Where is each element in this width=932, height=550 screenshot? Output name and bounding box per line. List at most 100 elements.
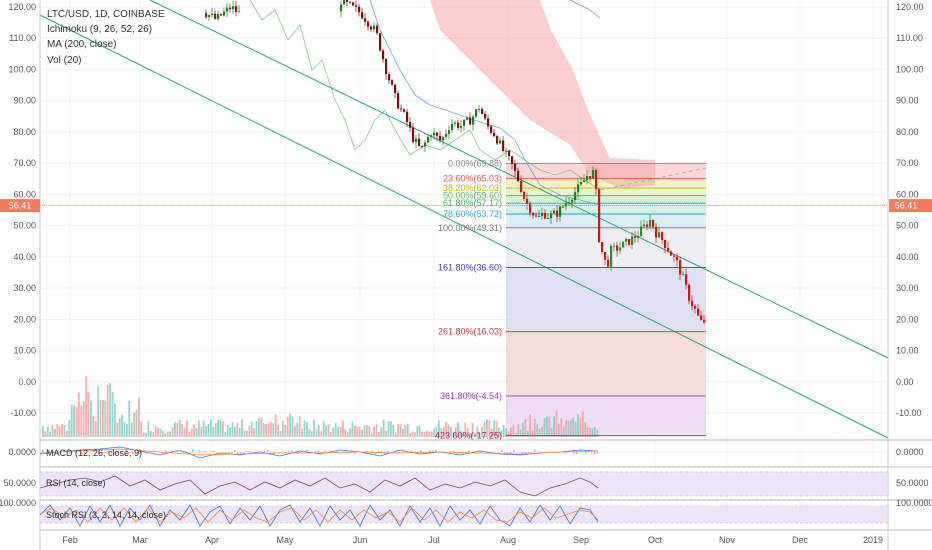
macd-hist-bar xyxy=(573,452,575,455)
volume-bar xyxy=(327,424,330,437)
price-tick-right: 90.00 xyxy=(896,96,919,106)
candle-body xyxy=(535,215,538,217)
volume-bar xyxy=(49,431,51,437)
candle-body xyxy=(550,213,553,218)
macd-hist-bar xyxy=(534,449,536,452)
candle-body xyxy=(205,13,208,18)
time-axis[interactable]: Feb Mar Apr May Jun Jul Aug Sep Oct Nov Dec 2019 xyxy=(62,535,883,545)
ichimoku-legend[interactable]: Ichimoku (9, 26, 52, 26) xyxy=(47,24,153,36)
candle-body xyxy=(466,117,469,120)
volume-bar xyxy=(387,421,390,437)
volume-bar xyxy=(114,403,116,437)
candle-body xyxy=(634,236,637,238)
candle-body xyxy=(220,13,223,16)
volume-bar xyxy=(373,426,375,437)
candle-body xyxy=(436,132,439,136)
price-axis-left[interactable]: 120.00 110.00 100.00 90.00 80.00 70.00 60.00 50… xyxy=(8,2,36,418)
fib-label: 38.20%(62.03) xyxy=(443,183,502,193)
fib-label: 78.60%(53.72) xyxy=(443,209,502,219)
volume-bar xyxy=(267,423,270,437)
volume-bar xyxy=(188,432,191,437)
fib-label: 0.00%(69.88) xyxy=(448,159,502,169)
price-tick-left: 80.00 xyxy=(13,127,36,137)
macd-hist-bar xyxy=(555,451,557,452)
candle-body xyxy=(376,25,379,34)
volume-bar xyxy=(438,420,440,437)
volume-bar xyxy=(471,422,474,437)
volume-bar xyxy=(270,421,272,437)
macd-hist-bar xyxy=(435,449,437,452)
time-tick: 2019 xyxy=(863,535,883,545)
volume-bar xyxy=(416,426,419,437)
candle-body xyxy=(574,192,577,201)
volume-bar xyxy=(150,430,152,437)
candle-body xyxy=(580,182,583,185)
volume-bar xyxy=(116,422,119,437)
candle-body xyxy=(508,150,511,157)
volume-bar xyxy=(44,431,47,437)
macd-hist-bar xyxy=(420,449,422,452)
volume-bar xyxy=(123,422,126,437)
macd-hist-bar xyxy=(189,452,191,454)
macd-hist-bar xyxy=(279,452,281,453)
ma-legend[interactable]: MA (200, close) xyxy=(47,39,117,51)
volume-bar xyxy=(274,414,277,437)
candle-body xyxy=(655,226,658,238)
macd-hist-bar xyxy=(297,452,299,454)
volume-bar xyxy=(308,429,311,437)
macd-hist-bar xyxy=(408,451,410,452)
candle-body xyxy=(622,241,625,248)
fib-label: 261.80%(16.03) xyxy=(438,327,502,337)
macd-hist-bar xyxy=(174,450,176,452)
price-axis-right[interactable]: 120.00 110.00 100.00 90.00 80.00 70.00 60.00 50… xyxy=(896,2,924,418)
volume-bar xyxy=(421,431,423,437)
volume-bar xyxy=(294,426,296,437)
fib-label: 423.60%(-17.25) xyxy=(435,431,502,441)
candle-body xyxy=(703,319,706,323)
macd-hist-bar xyxy=(129,452,131,454)
macd-hist-bar xyxy=(144,452,146,453)
volume-legend[interactable]: Vol (20) xyxy=(47,54,82,66)
volume-bar xyxy=(207,423,210,437)
symbol-title[interactable]: LTC/USD, 1D, COINBASE xyxy=(47,9,165,20)
candle-body xyxy=(547,217,550,219)
macd-hist-bar xyxy=(480,452,482,453)
volume-bar xyxy=(354,425,356,437)
candle-body xyxy=(208,15,211,18)
stoch-rsi-pane[interactable]: Stoch RSI (3, 3, 14, 14, close) 100.0000… xyxy=(0,498,932,527)
macd-hist-bar xyxy=(84,452,86,454)
volume-bar xyxy=(154,426,157,437)
macd-pane[interactable]: MACD (12, 26, close, 9) 0.0000 0.0000 xyxy=(8,446,924,459)
macd-hist-bar xyxy=(108,450,110,452)
macd-hist-bar xyxy=(597,452,599,454)
candle-body xyxy=(595,169,598,190)
volume-bar xyxy=(171,427,174,437)
volume-bar xyxy=(342,420,344,437)
volume-bar xyxy=(505,428,507,437)
candle-body xyxy=(481,108,484,115)
macd-hist-bar xyxy=(102,452,104,454)
volume-bar xyxy=(560,418,563,437)
macd-hist-bar xyxy=(111,452,113,454)
volume-bar xyxy=(524,419,527,437)
candle-body xyxy=(472,116,475,125)
stoch-d-line xyxy=(39,507,599,523)
volume-bar xyxy=(260,417,263,437)
macd-hist-bar xyxy=(339,452,341,454)
volume-bar xyxy=(390,421,392,437)
candle-body xyxy=(361,12,364,19)
rsi-pane[interactable]: RSI (14, close) 50.0000 50.0000 xyxy=(3,471,929,497)
macd-hist-bar xyxy=(267,449,269,452)
price-tick-right: -10.00 xyxy=(896,408,922,418)
volume-bar xyxy=(570,420,572,437)
volume-bar xyxy=(483,422,486,437)
macd-hist-bar xyxy=(42,449,44,452)
macd-hist-bar xyxy=(402,449,404,452)
price-tick-left: 60.00 xyxy=(13,189,36,199)
price-tick-right: 0.00 xyxy=(896,377,914,387)
candle-body xyxy=(625,239,628,242)
volume-bar xyxy=(452,431,455,437)
candle-body xyxy=(676,256,679,261)
macd-hist-bar xyxy=(510,452,512,454)
